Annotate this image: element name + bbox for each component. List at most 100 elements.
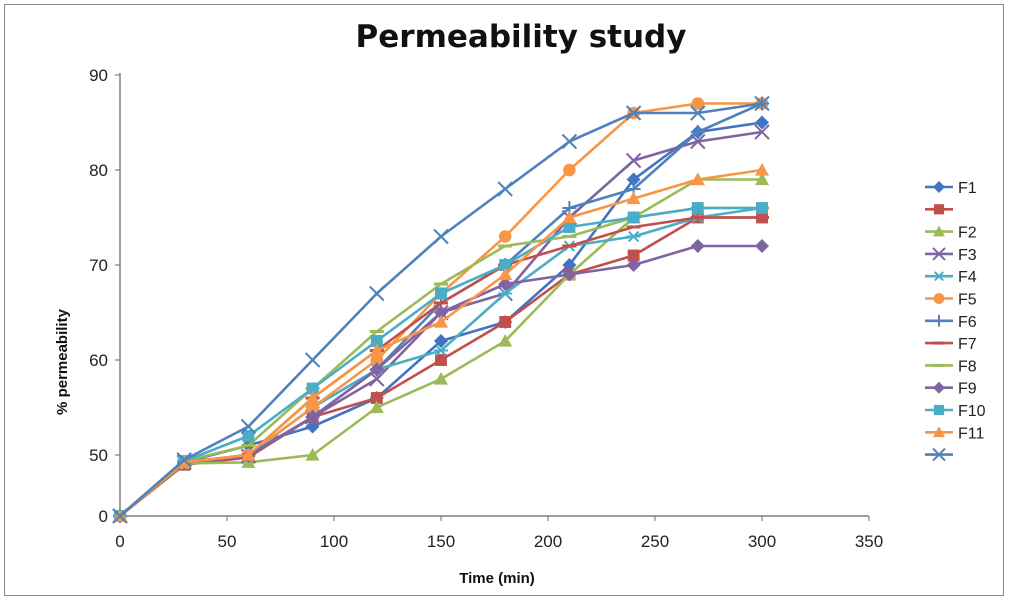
legend-label: F10 <box>958 403 986 420</box>
data-point <box>369 343 384 357</box>
data-point <box>626 191 641 205</box>
data-point <box>756 202 768 214</box>
series-layer <box>112 95 770 524</box>
series-line <box>119 216 762 518</box>
data-point <box>625 105 642 121</box>
data-point <box>933 426 945 438</box>
data-point <box>240 418 257 435</box>
data-point <box>755 115 769 130</box>
data-point <box>370 335 383 347</box>
data-point <box>933 181 945 193</box>
legend-label: F2 <box>958 225 977 242</box>
data-point <box>305 448 320 461</box>
data-point <box>754 95 770 112</box>
chart-frame: Permeability study 0 50 100 150 200 250 300 350… <box>4 4 1004 596</box>
legend-label: F1 <box>958 180 977 197</box>
x-axis-title: Time (min) <box>459 570 535 587</box>
data-point <box>434 372 448 385</box>
x-tick-label: 100 <box>320 532 348 551</box>
x-tick-labels: 0 50 100 150 200 250 300 350 <box>115 516 883 551</box>
data-point <box>435 354 447 366</box>
data-point <box>434 315 448 328</box>
data-point <box>626 258 641 272</box>
data-point <box>627 249 640 262</box>
legend-label: F7 <box>958 336 977 353</box>
legend-item: F6 <box>925 314 977 331</box>
data-point <box>305 391 320 404</box>
data-point <box>563 221 576 233</box>
data-point <box>497 181 513 197</box>
data-point <box>434 334 448 348</box>
y-tick-label: 50 <box>89 446 108 465</box>
series-unnamed-12 <box>112 95 770 524</box>
chart-title: Permeability study <box>356 19 687 55</box>
chart-canvas: Permeability study 0 50 100 150 200 250 300 350… <box>54 19 986 587</box>
data-point <box>562 258 577 272</box>
x-tick-label: 250 <box>641 532 669 551</box>
legend-item: F1 <box>925 180 977 197</box>
data-point <box>499 316 512 328</box>
data-point <box>499 259 512 271</box>
series-line <box>119 216 762 517</box>
legend-label: F8 <box>958 358 977 375</box>
data-point <box>932 247 946 261</box>
data-point <box>433 228 449 245</box>
data-point <box>305 419 320 434</box>
data-point <box>626 172 641 187</box>
data-point <box>691 202 704 214</box>
y-tick-label: 0 <box>99 507 108 526</box>
data-point <box>627 211 640 224</box>
legend-item: F11 <box>925 425 984 442</box>
data-point <box>755 163 769 176</box>
legend-label: F6 <box>958 314 977 331</box>
legend-item: F3 <box>925 247 977 264</box>
legend-item: F9 <box>925 381 977 398</box>
data-point <box>933 404 945 416</box>
data-point <box>755 239 769 253</box>
x-tick-label: 0 <box>115 532 124 551</box>
legend-item: F7 <box>925 336 977 353</box>
series-unnamed-1 <box>114 211 768 522</box>
data-point <box>933 293 945 304</box>
data-point <box>755 172 769 186</box>
legend-item <box>925 447 953 462</box>
data-point <box>369 285 385 302</box>
legend-item: F5 <box>925 292 977 309</box>
data-point <box>176 452 192 468</box>
data-point <box>933 204 945 215</box>
series-f7 <box>113 216 769 518</box>
data-point <box>306 382 319 395</box>
data-point <box>369 400 384 414</box>
data-point <box>305 410 320 424</box>
x-tick-label: 300 <box>748 532 776 551</box>
legend-item: F4 <box>925 269 977 286</box>
data-point <box>933 381 945 394</box>
y-tick-label: 90 <box>89 66 108 85</box>
legend-label: F3 <box>958 247 977 264</box>
legend-label: F4 <box>958 269 977 286</box>
data-point <box>933 314 945 327</box>
data-point <box>625 152 642 169</box>
data-point <box>690 239 705 253</box>
data-point <box>370 392 383 404</box>
data-point <box>369 362 384 377</box>
data-point <box>112 508 128 524</box>
data-point <box>754 124 770 140</box>
data-point <box>434 344 448 357</box>
data-point <box>498 267 513 281</box>
legend-label: F9 <box>958 381 977 398</box>
legend: F1 F2 F3 F4 F5 F6 F7 F8 F9 F10 F11 <box>925 180 986 462</box>
legend-item: F8 <box>925 358 977 375</box>
data-point <box>562 210 577 224</box>
data-point <box>498 277 513 291</box>
data-point <box>561 133 578 150</box>
data-point <box>690 125 705 139</box>
data-point <box>242 430 255 442</box>
y-tick-label: 80 <box>89 161 108 180</box>
data-point <box>498 287 513 300</box>
data-point <box>690 105 706 121</box>
legend-item: F10 <box>925 403 986 420</box>
data-point <box>933 225 945 237</box>
series-f10 <box>114 202 768 522</box>
data-point <box>241 448 256 461</box>
